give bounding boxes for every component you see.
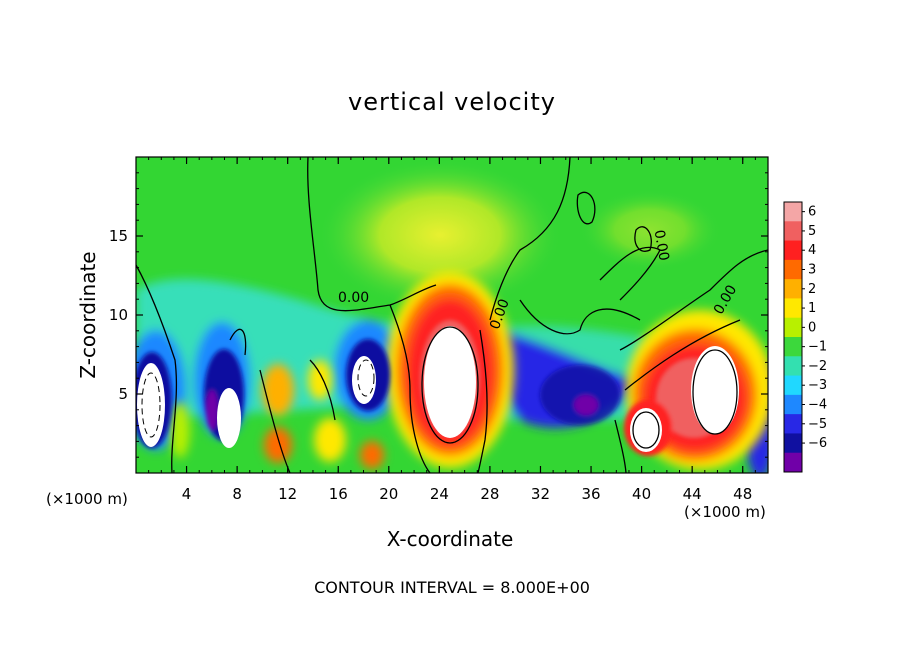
colorbar-label: 2 <box>808 282 816 297</box>
x-tick-label: 4 <box>182 485 192 503</box>
x-unit-label-right: (×1000 m) <box>684 503 766 521</box>
contour-lines <box>136 157 768 473</box>
x-tick-label: 16 <box>329 485 348 503</box>
colorbar-swatch <box>784 394 802 415</box>
colorbar-label: −5 <box>808 417 827 432</box>
colorbar-swatch <box>784 259 802 280</box>
x-tick-label: 20 <box>379 485 398 503</box>
colorbar-swatch <box>784 317 802 338</box>
colorbar-swatch <box>784 279 802 299</box>
x-tick-label: 24 <box>430 485 449 503</box>
colorbar-swatch <box>784 221 802 242</box>
field-fill <box>136 157 768 473</box>
colorbar-swatch <box>784 240 802 261</box>
colorbar-swatch <box>784 298 802 319</box>
y-tick-label: 15 <box>109 227 128 245</box>
colorbar-swatch <box>784 414 802 434</box>
colorbar-label: 1 <box>808 301 816 316</box>
y-tick-label: 10 <box>109 306 128 324</box>
x-tick-label: 8 <box>232 485 242 503</box>
colorbar-label: −3 <box>808 378 827 393</box>
colorbar-frame <box>783 201 803 473</box>
y-tick-label: 5 <box>118 385 128 403</box>
x-tick-label: 36 <box>581 485 600 503</box>
x-tick-label: 40 <box>632 485 651 503</box>
colorbar-label: 5 <box>808 224 816 239</box>
x-tick-label: 32 <box>531 485 550 503</box>
x-tick-label: 44 <box>683 485 702 503</box>
x-unit-label-left: (×1000 m) <box>46 490 128 508</box>
colorbar-swatch <box>784 202 802 222</box>
x-tick-label: 48 <box>733 485 752 503</box>
colorbar-label: −4 <box>808 398 827 413</box>
colorbar-swatch <box>784 433 802 454</box>
colorbar-label: 6 <box>808 205 816 220</box>
x-tick-label: 12 <box>278 485 297 503</box>
x-tick-label: 28 <box>480 485 499 503</box>
colorbar-swatch <box>784 375 802 396</box>
contour-label: 0.00 <box>338 290 369 306</box>
colorbar-label: −6 <box>808 436 827 451</box>
colorbar-label: 3 <box>808 263 816 278</box>
colorbar-label: −2 <box>808 359 827 374</box>
chart-title: vertical velocity <box>348 88 556 116</box>
colorbar-swatch <box>784 337 802 357</box>
colorbar-swatch <box>784 452 802 473</box>
contour-interval-note: CONTOUR INTERVAL = 8.000E+00 <box>314 578 590 597</box>
colorbar-swatch <box>784 356 802 377</box>
contour-label: 0.00 <box>651 229 672 262</box>
colorbar-label: 0 <box>808 320 816 335</box>
colorbar-label: −1 <box>808 340 827 355</box>
colorbar-label: 4 <box>808 243 816 258</box>
x-axis-label: X-coordinate <box>386 527 514 551</box>
